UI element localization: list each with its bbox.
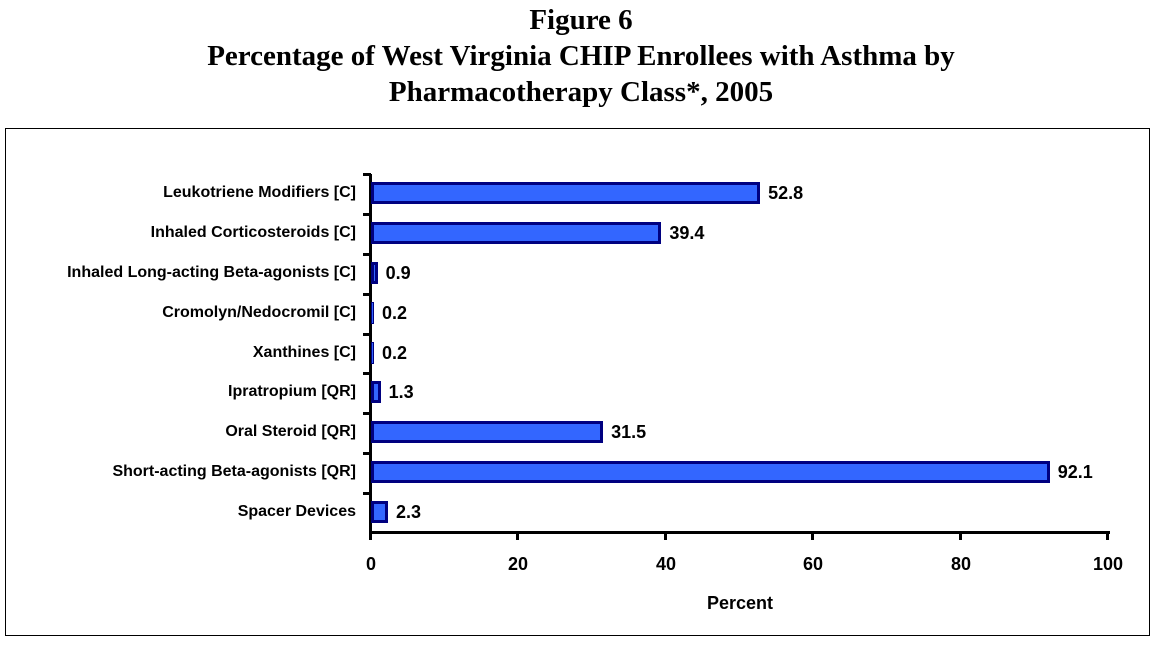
y-tick [363, 333, 371, 336]
x-tick [516, 531, 519, 540]
x-tick [811, 531, 814, 540]
x-tick [959, 531, 962, 540]
figure-number: Figure 6 [529, 4, 633, 36]
y-tick [363, 412, 371, 415]
chart-title-line2: Pharmacotherapy Class*, 2005 [388, 76, 774, 108]
bar-value-label: 52.8 [768, 183, 804, 203]
chart-frame [5, 128, 1150, 636]
y-tick [363, 213, 371, 216]
bar-value-label: 92.1 [1057, 462, 1093, 482]
x-tick-label: 80 [950, 554, 972, 574]
bar [371, 222, 662, 244]
bar [371, 381, 381, 403]
y-tick [363, 372, 371, 375]
y-axis-line [369, 174, 372, 534]
bar-value-label: 1.3 [388, 382, 414, 402]
bar-value-label: 0.2 [382, 343, 408, 363]
x-tick [369, 531, 372, 540]
bar-value-label: 31.5 [611, 422, 647, 442]
y-tick [363, 253, 371, 256]
category-label: Xanthines [C] [252, 344, 356, 361]
x-tick [664, 531, 667, 540]
bar [371, 182, 761, 204]
bar-value-label: 0.9 [385, 263, 411, 283]
x-tick [1106, 531, 1109, 540]
category-label: Inhaled Corticosteroids [C] [150, 224, 356, 241]
bar-value-label: 0.2 [382, 303, 408, 323]
bar-value-label: 39.4 [669, 223, 705, 243]
x-tick-label: 60 [802, 554, 824, 574]
x-axis-line [369, 531, 1110, 534]
y-tick [363, 492, 371, 495]
y-tick [363, 173, 371, 176]
bar-value-label: 2.3 [395, 502, 421, 522]
chart-title-line1: Percentage of West Virginia CHIP Enrolle… [207, 40, 955, 72]
bar [371, 461, 1050, 483]
category-label: Oral Steroid [QR] [225, 423, 356, 440]
bar [371, 262, 378, 284]
bar [371, 421, 604, 443]
category-label: Cromolyn/Nedocromil [C] [162, 304, 356, 321]
y-tick [363, 293, 371, 296]
category-label: Leukotriene Modifiers [C] [163, 184, 356, 201]
bar [371, 302, 374, 324]
category-label: Inhaled Long-acting Beta-agonists [C] [67, 264, 356, 281]
x-tick-label: 100 [1092, 554, 1124, 574]
y-tick [363, 452, 371, 455]
category-label: Short-acting Beta-agonists [QR] [112, 463, 356, 480]
bar [371, 342, 374, 364]
x-tick-label: 20 [507, 554, 529, 574]
category-label: Spacer Devices [237, 503, 356, 520]
category-label: Ipratropium [QR] [228, 383, 356, 400]
x-axis-title: Percent [706, 593, 774, 613]
x-tick-label: 40 [655, 554, 677, 574]
x-tick-label: 0 [365, 554, 376, 574]
bar [371, 501, 388, 523]
